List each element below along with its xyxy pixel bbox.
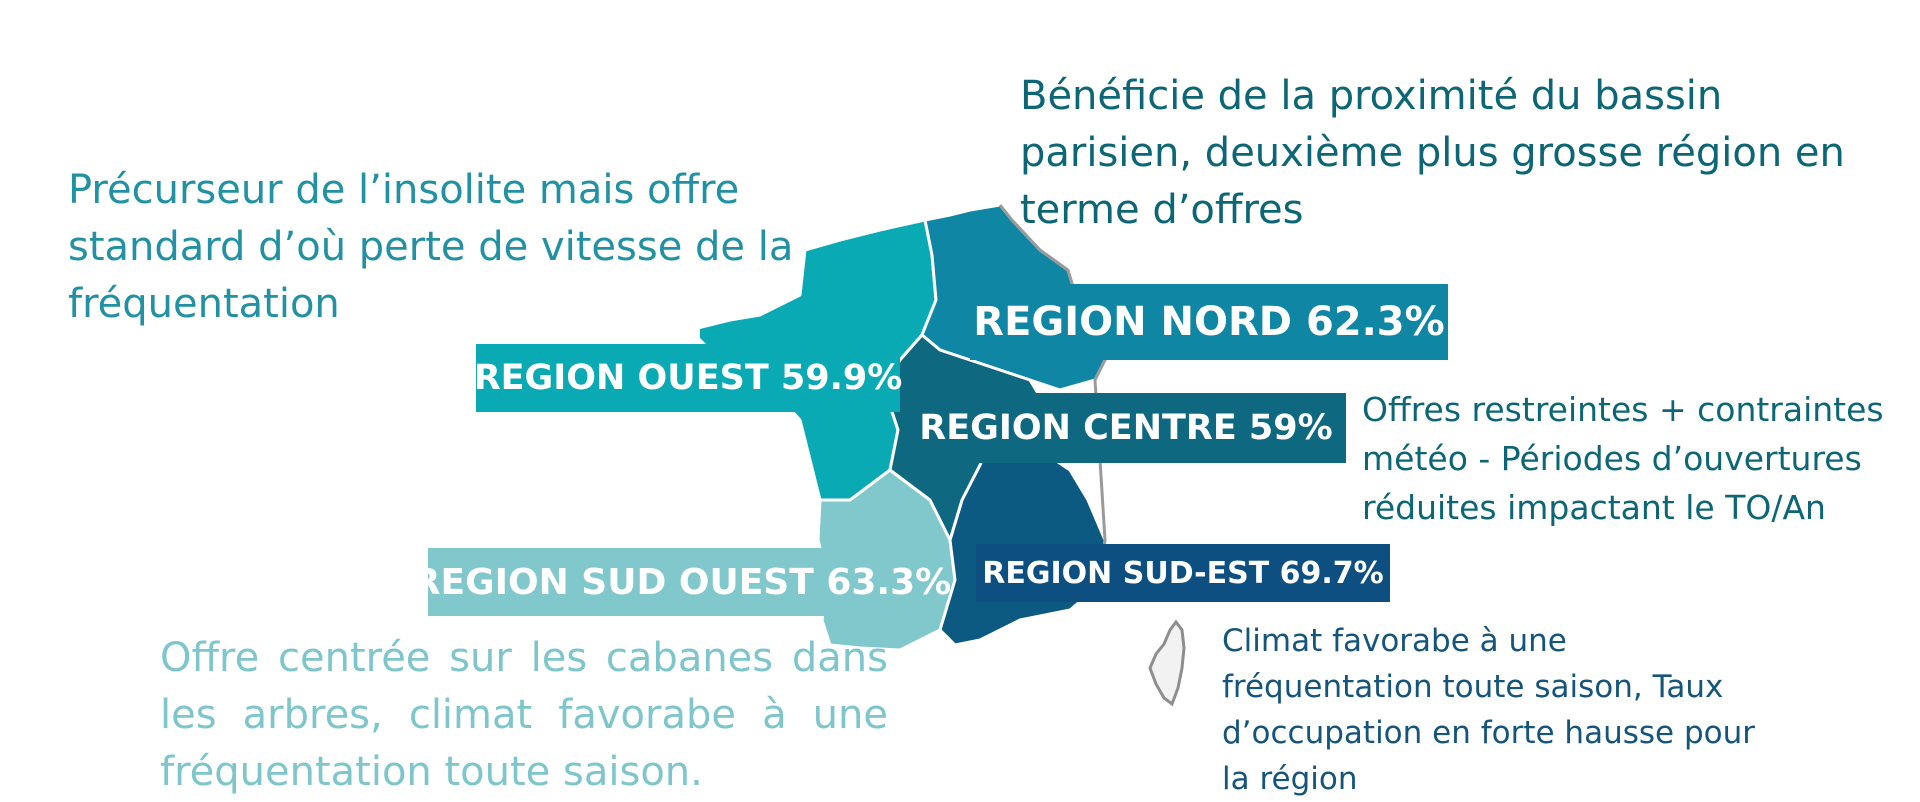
note-sud-ouest: Offre centrée sur les cabanes dans les a…: [160, 635, 888, 795]
corsica-shape: [1148, 619, 1186, 707]
region-ouest-label: REGION OUEST 59.9%: [474, 344, 902, 412]
region-centre-label: REGION CENTRE 59%: [906, 393, 1346, 463]
region-sud-ouest-label: REGION SUD OUEST 63.3%: [413, 548, 951, 616]
note-nord: Bénéficie de la proximité du bassin pari…: [1020, 73, 1845, 233]
note-ouest: Précurseur de l’insolite mais offre stan…: [68, 167, 794, 327]
region-nord-label: REGION NORD 62.3%: [970, 284, 1448, 360]
note-sud-est: Climat favorabe à une fréquentation tout…: [1222, 623, 1755, 797]
region-sud-est-label: REGION SUD-EST 69.7%: [976, 544, 1390, 602]
note-centre: Offres restreintes + contraintes météo -…: [1362, 390, 1884, 527]
